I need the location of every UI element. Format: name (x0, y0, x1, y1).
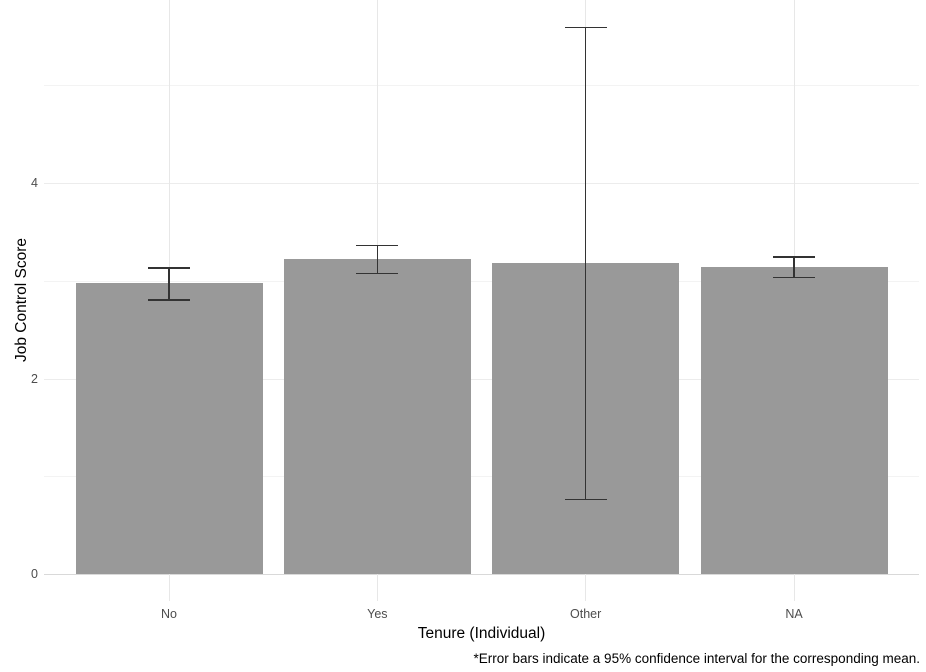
h-gridline-major (44, 378, 919, 380)
error-bar-stem (376, 244, 379, 273)
bar (75, 282, 263, 574)
x-tick-label: Yes (367, 607, 388, 621)
bar (700, 267, 888, 574)
error-bar-cap-bottom (773, 276, 815, 279)
y-axis-title: Job Control Score (13, 237, 30, 363)
x-tick-label: No (161, 607, 177, 621)
h-gridline-minor (44, 476, 919, 478)
error-bar-cap-bottom (356, 272, 399, 275)
x-tick-label: Other (570, 607, 602, 621)
x-tick-label: NA (785, 607, 803, 621)
error-bar-stem (168, 267, 170, 300)
h-gridline-major (44, 183, 919, 184)
error-bar-cap-top (564, 26, 607, 29)
error-bar-cap-bottom (148, 299, 190, 301)
y-tick-label: 4 (31, 176, 38, 190)
error-bar-stem (793, 256, 795, 277)
h-gridline-minor (44, 280, 919, 282)
error-bar-cap-top (356, 244, 399, 247)
error-bar-cap-top (773, 256, 815, 258)
y-tick-label: 0 (31, 567, 38, 581)
h-gridline-major (44, 574, 919, 575)
x-axis-title: Tenure (Individual) (417, 625, 546, 642)
error-bar-stem (584, 26, 587, 499)
footnote: *Error bars indicate a 95% confidence in… (473, 651, 921, 666)
y-tick-label: 2 (31, 371, 38, 386)
error-bar-cap-top (148, 267, 190, 269)
error-bar-cap-bottom (564, 498, 607, 501)
h-gridline-minor (44, 85, 919, 87)
bar (283, 259, 471, 574)
